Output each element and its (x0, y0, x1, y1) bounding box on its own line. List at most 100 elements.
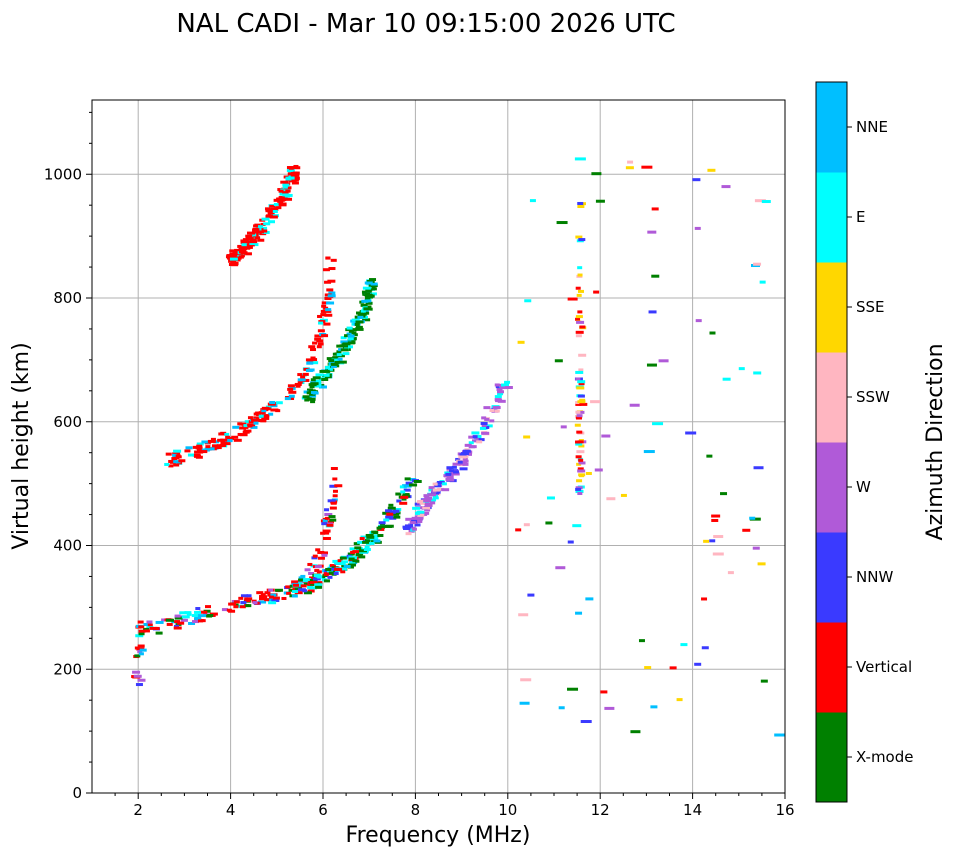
data-point (585, 471, 592, 475)
data-point (337, 357, 343, 361)
data-point (352, 328, 358, 332)
y-tick-label: 800 (53, 289, 82, 307)
data-point (575, 377, 581, 381)
data-point (600, 690, 608, 694)
colorbar-title: Azimuth Direction (923, 343, 948, 540)
data-point (520, 678, 532, 682)
data-point (575, 370, 584, 374)
data-point (558, 706, 565, 710)
data-point (317, 314, 323, 318)
data-point (328, 515, 336, 519)
data-point (196, 442, 204, 446)
data-point (232, 425, 240, 429)
data-point (577, 380, 586, 384)
data-point (497, 399, 506, 403)
data-point (250, 418, 258, 422)
data-point (238, 422, 246, 426)
data-point (311, 556, 318, 560)
data-point (753, 466, 764, 470)
data-point (328, 359, 335, 363)
data-point (334, 484, 343, 488)
data-point (362, 540, 370, 544)
data-point (322, 529, 331, 533)
data-point (329, 484, 338, 488)
data-point (694, 662, 702, 666)
data-point (247, 416, 253, 420)
data-point (149, 626, 158, 630)
data-point (261, 416, 270, 420)
data-point (309, 394, 317, 398)
data-point (774, 733, 786, 737)
data-point (417, 520, 423, 524)
data-point (309, 579, 317, 583)
data-point (315, 574, 322, 578)
data-point (575, 487, 582, 491)
data-point (340, 348, 349, 352)
data-point (376, 526, 382, 530)
data-point (291, 580, 299, 584)
data-point (393, 515, 401, 519)
data-point (692, 178, 701, 182)
data-point (347, 563, 356, 567)
data-point (560, 425, 567, 429)
data-point (346, 326, 353, 330)
data-point (405, 481, 413, 485)
colorbar-label: E (856, 208, 865, 226)
data-point (260, 222, 266, 226)
data-point (249, 242, 256, 246)
data-point (399, 485, 407, 489)
data-point (268, 601, 277, 605)
data-point (316, 570, 322, 574)
data-point (339, 556, 347, 560)
data-point (323, 322, 331, 326)
data-point (341, 560, 349, 564)
data-point (297, 588, 306, 592)
data-point (137, 678, 146, 682)
data-point (651, 274, 660, 278)
data-point (321, 301, 330, 305)
data-point (287, 176, 295, 180)
data-point (214, 446, 222, 450)
data-point (363, 307, 370, 311)
data-point (676, 698, 683, 702)
data-point (484, 417, 490, 421)
data-point (260, 593, 266, 597)
data-point (297, 380, 303, 384)
data-point (292, 590, 299, 594)
data-point (317, 342, 324, 346)
data-point (225, 435, 231, 439)
data-point (133, 674, 142, 678)
data-point (199, 610, 208, 614)
data-point (578, 353, 587, 357)
data-point (303, 390, 309, 394)
data-point (168, 464, 174, 468)
data-point (347, 334, 355, 338)
data-point (575, 611, 583, 615)
data-point (574, 423, 581, 427)
data-point (340, 336, 347, 340)
data-point (325, 256, 331, 260)
data-point (365, 538, 371, 542)
data-point (364, 311, 370, 315)
data-point (264, 207, 270, 211)
data-point (385, 515, 394, 519)
data-point (594, 468, 603, 472)
data-point (309, 581, 318, 585)
data-point (446, 466, 454, 470)
data-point (300, 584, 307, 588)
data-point (324, 313, 333, 317)
data-point (556, 221, 568, 225)
data-point (347, 337, 354, 341)
data-point (458, 455, 467, 459)
data-point (138, 632, 145, 636)
data-point (282, 183, 290, 187)
data-point (593, 290, 600, 294)
data-point (453, 470, 460, 474)
data-point (436, 480, 445, 484)
data-point (363, 548, 371, 552)
data-point (314, 565, 322, 569)
data-point (284, 197, 293, 201)
data-point (326, 523, 334, 527)
data-point (330, 258, 337, 262)
data-point (268, 595, 274, 599)
